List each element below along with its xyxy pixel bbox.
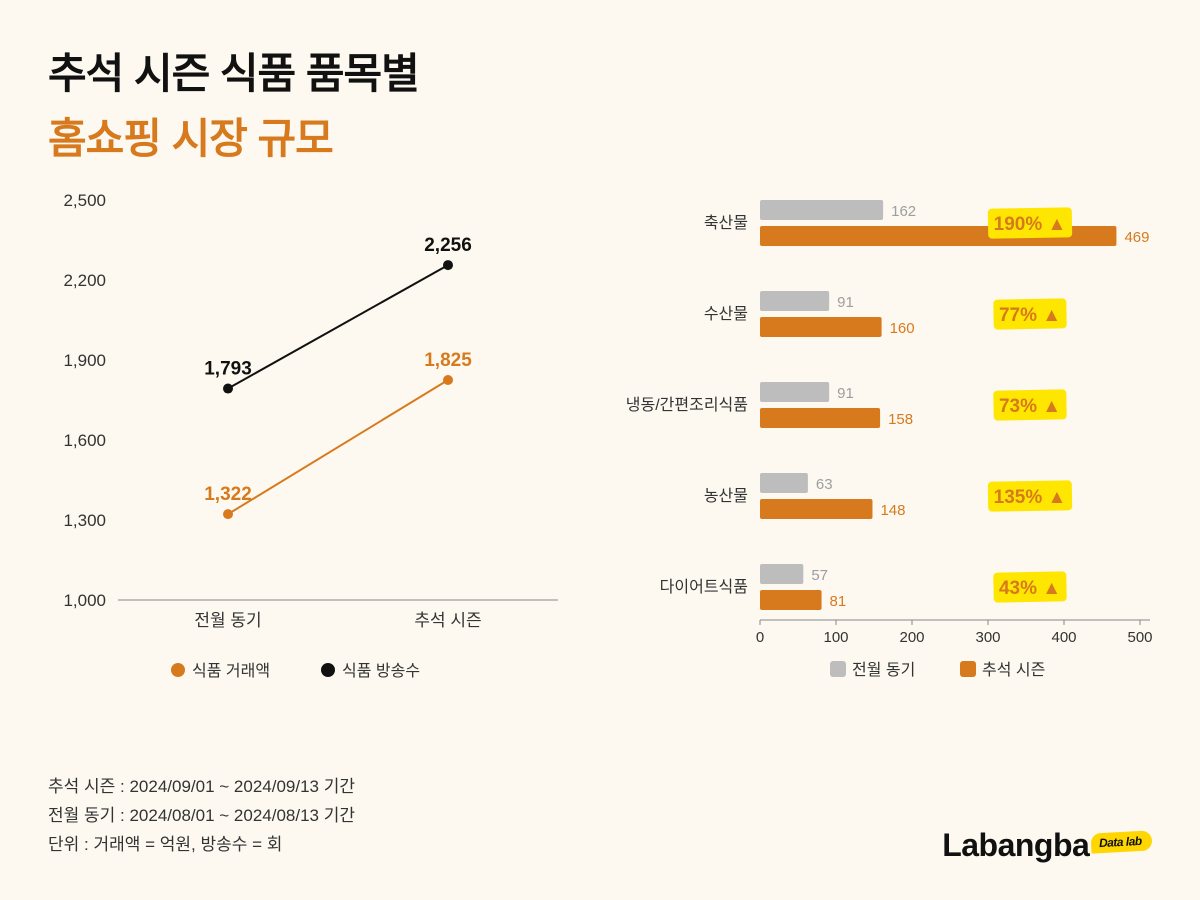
logo: LabangbaData lab [942, 827, 1152, 864]
bar-prev [760, 382, 829, 402]
legend-swatch [830, 661, 846, 677]
legend-label: 추석 시즌 [982, 661, 1045, 679]
bar-prev [760, 291, 829, 311]
bar-category-label: 농산물 [704, 487, 748, 505]
bar-category-label: 수산물 [704, 305, 748, 323]
bar-prev-value: 57 [811, 567, 828, 584]
line-point-label: 1,825 [424, 350, 472, 371]
logo-badge: Data lab [1091, 830, 1153, 853]
line-ytick: 1,600 [63, 431, 106, 450]
legend-swatch [960, 661, 976, 677]
bar-prev-value: 162 [891, 203, 916, 220]
line-point-label: 1,322 [204, 484, 252, 505]
line-xtick: 전월 동기 [194, 611, 261, 630]
line-point-label: 2,256 [424, 235, 472, 256]
bar-curr-value: 148 [880, 502, 905, 519]
bar-prev-value: 91 [837, 294, 854, 311]
title-line2: 홈쇼핑 시장 규모 [48, 105, 419, 166]
bar-prev-value: 91 [837, 385, 854, 402]
bar-curr [760, 317, 882, 337]
bar-prev [760, 564, 803, 584]
line-series-path [228, 265, 448, 388]
bar-xtick-label: 400 [1051, 629, 1076, 646]
title-block: 추석 시즌 식품 품목별 홈쇼핑 시장 규모 [48, 40, 419, 166]
pct-label: 43% ▲ [999, 578, 1061, 599]
bar-category-label: 축산물 [704, 214, 748, 232]
line-xtick: 추석 시즌 [414, 611, 481, 630]
bar-xtick-label: 200 [899, 629, 924, 646]
bar-curr [760, 408, 880, 428]
bar-prev [760, 200, 883, 220]
logo-text: Labangba [942, 827, 1089, 863]
bar-xtick-label: 0 [756, 629, 764, 646]
line-marker [223, 384, 233, 394]
bar-category-label: 다이어트식품 [660, 578, 748, 596]
bar-curr-value: 81 [830, 593, 847, 610]
legend-swatch [321, 663, 335, 677]
bar-curr-value: 160 [890, 320, 915, 337]
pct-label: 77% ▲ [999, 305, 1061, 326]
line-ytick: 1,000 [63, 591, 106, 610]
bar-curr-value: 469 [1124, 229, 1149, 246]
footer-line2: 전월 동기 : 2024/08/01 ~ 2024/08/13 기간 [48, 802, 355, 831]
legend-label: 전월 동기 [852, 661, 915, 679]
pct-label: 73% ▲ [999, 396, 1061, 417]
line-marker [223, 509, 233, 519]
footer-line3: 단위 : 거래액 = 억원, 방송수 = 회 [48, 831, 355, 860]
bar-curr-value: 158 [888, 411, 913, 428]
bar-category-label: 냉동/간편조리식품 [626, 396, 748, 414]
line-ytick: 2,200 [63, 271, 106, 290]
line-ytick: 1,900 [63, 351, 106, 370]
bar-xtick-label: 100 [823, 629, 848, 646]
bar-chart: 축산물 162 469 190% ▲ 수산물 91 160 77% ▲ 냉동/간편조리식품 91 1… [610, 190, 1170, 690]
line-chart: 1,000 1,300 1,600 1,900 2,200 2,500 전월 동기 추석 시즌… [48, 190, 568, 690]
footer-line1: 추석 시즌 : 2024/09/01 ~ 2024/09/13 기간 [48, 773, 355, 802]
legend-label: 식품 방송수 [342, 662, 420, 680]
legend-swatch [171, 663, 185, 677]
footer-notes: 추석 시즌 : 2024/09/01 ~ 2024/09/13 기간 전월 동기… [48, 773, 355, 860]
bar-prev [760, 473, 808, 493]
line-point-label: 1,793 [204, 359, 252, 380]
line-ytick: 2,500 [63, 191, 106, 210]
bar-curr [760, 590, 822, 610]
title-line1: 추석 시즌 식품 품목별 [48, 40, 419, 101]
bar-prev-value: 63 [816, 476, 833, 493]
pct-label: 135% ▲ [994, 487, 1067, 508]
pct-label: 190% ▲ [994, 214, 1067, 235]
line-ytick: 1,300 [63, 511, 106, 530]
line-series-path [228, 380, 448, 514]
bar-curr [760, 499, 872, 519]
bar-xtick-label: 300 [975, 629, 1000, 646]
line-marker [443, 375, 453, 385]
line-marker [443, 260, 453, 270]
legend-label: 식품 거래액 [192, 662, 270, 680]
bar-xtick-label: 500 [1127, 629, 1152, 646]
